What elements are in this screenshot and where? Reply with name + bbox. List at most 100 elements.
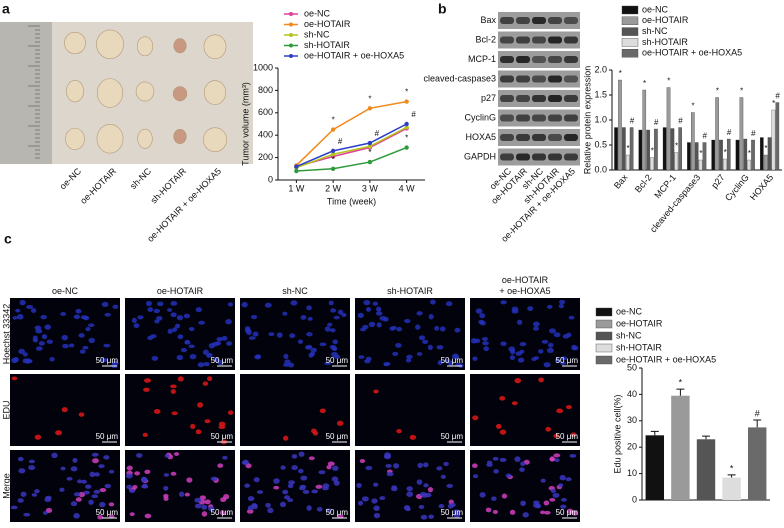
nucleus xyxy=(308,456,315,461)
nucleus xyxy=(538,349,544,354)
significance-mark: # xyxy=(727,128,732,137)
blot-band xyxy=(548,56,562,63)
nucleus xyxy=(276,332,283,338)
nucleus xyxy=(176,315,184,321)
nucleus xyxy=(357,500,364,506)
scale-label: 50 μm xyxy=(556,508,579,517)
nucleus xyxy=(283,435,289,441)
nucleus xyxy=(326,508,332,513)
nucleus xyxy=(546,347,554,353)
nucleus xyxy=(219,510,225,516)
nucleus xyxy=(279,501,287,508)
bar xyxy=(622,127,626,171)
nucleus xyxy=(298,468,304,474)
nucleus xyxy=(142,483,148,489)
blot-band xyxy=(532,56,546,63)
y-axis-label: Relative protein expression xyxy=(582,66,592,175)
nucleus xyxy=(246,330,252,336)
nucleus xyxy=(197,362,205,368)
bar xyxy=(614,127,618,171)
tumor xyxy=(172,86,188,102)
tumor xyxy=(66,80,84,103)
blot-band xyxy=(548,17,562,24)
nucleus xyxy=(423,462,429,468)
nucleus xyxy=(383,362,389,367)
nucleus xyxy=(356,482,362,488)
nucleus xyxy=(505,473,512,478)
nucleus xyxy=(423,483,429,488)
nucleus xyxy=(20,491,27,497)
nucleus xyxy=(195,307,202,313)
x-tick-label: 3 W xyxy=(362,183,379,193)
nucleus xyxy=(44,497,52,503)
bar xyxy=(739,97,744,171)
significance-mark: * xyxy=(405,88,408,97)
nucleus xyxy=(287,483,294,489)
tumor xyxy=(135,81,155,102)
nucleus xyxy=(35,346,43,351)
nucleus xyxy=(572,345,579,351)
nucleus xyxy=(26,304,34,310)
nucleus xyxy=(171,411,178,416)
error-bar xyxy=(727,474,736,478)
panel-label: a xyxy=(2,1,10,17)
scale-label: 50 μm xyxy=(96,432,119,441)
nucleus xyxy=(452,353,459,359)
nucleus xyxy=(101,301,109,308)
blot-band xyxy=(500,17,514,24)
nucleus xyxy=(333,315,340,320)
nucleus xyxy=(291,454,298,459)
data-point xyxy=(294,164,299,169)
nucleus xyxy=(144,378,151,383)
x-tick-label: HOXA5 xyxy=(748,172,775,202)
nucleus xyxy=(38,341,45,346)
nucleus xyxy=(12,316,18,320)
data-point xyxy=(404,99,409,104)
blot-band xyxy=(532,114,546,122)
nucleus xyxy=(283,363,289,367)
bar xyxy=(646,129,650,171)
tumor xyxy=(137,128,153,149)
nucleus xyxy=(163,473,170,477)
blot-band xyxy=(500,134,514,141)
nucleus xyxy=(475,308,483,314)
row-label: Merge xyxy=(1,473,11,499)
nucleus xyxy=(128,488,136,493)
blot-label: Bcl-2 xyxy=(475,34,496,44)
nucleus xyxy=(98,464,105,469)
nucleus xyxy=(499,457,507,463)
nucleus xyxy=(204,499,211,505)
y-tick-label: 800 xyxy=(258,85,273,95)
y-tick-label: 40 xyxy=(627,389,637,399)
significance-mark: # xyxy=(751,129,756,138)
nucleus xyxy=(218,421,226,427)
nucleus xyxy=(170,312,177,318)
nucleus xyxy=(566,332,572,338)
blot-label: p27 xyxy=(481,93,496,103)
nucleus xyxy=(147,307,154,313)
nucleus xyxy=(72,458,78,463)
nucleus xyxy=(522,512,529,518)
nucleus xyxy=(319,408,326,414)
nucleus xyxy=(250,314,258,320)
nucleus xyxy=(500,341,507,347)
blot-band xyxy=(564,75,578,83)
significance-mark: * xyxy=(716,87,719,96)
bar xyxy=(763,154,768,171)
nucleus xyxy=(445,301,453,307)
nucleus xyxy=(549,456,555,462)
nucleus xyxy=(78,333,85,338)
nucleus xyxy=(336,514,344,519)
nucleus xyxy=(253,477,260,483)
legend-marker xyxy=(289,22,293,27)
nucleus xyxy=(70,466,78,472)
bar xyxy=(671,395,690,500)
nucleus xyxy=(137,315,144,320)
nucleus xyxy=(527,306,534,312)
nucleus xyxy=(157,301,164,307)
significance-mark: * xyxy=(692,102,695,111)
nucleus xyxy=(326,464,332,470)
significance-mark: * xyxy=(405,134,408,143)
nucleus xyxy=(538,377,544,383)
nucleus xyxy=(170,471,177,476)
